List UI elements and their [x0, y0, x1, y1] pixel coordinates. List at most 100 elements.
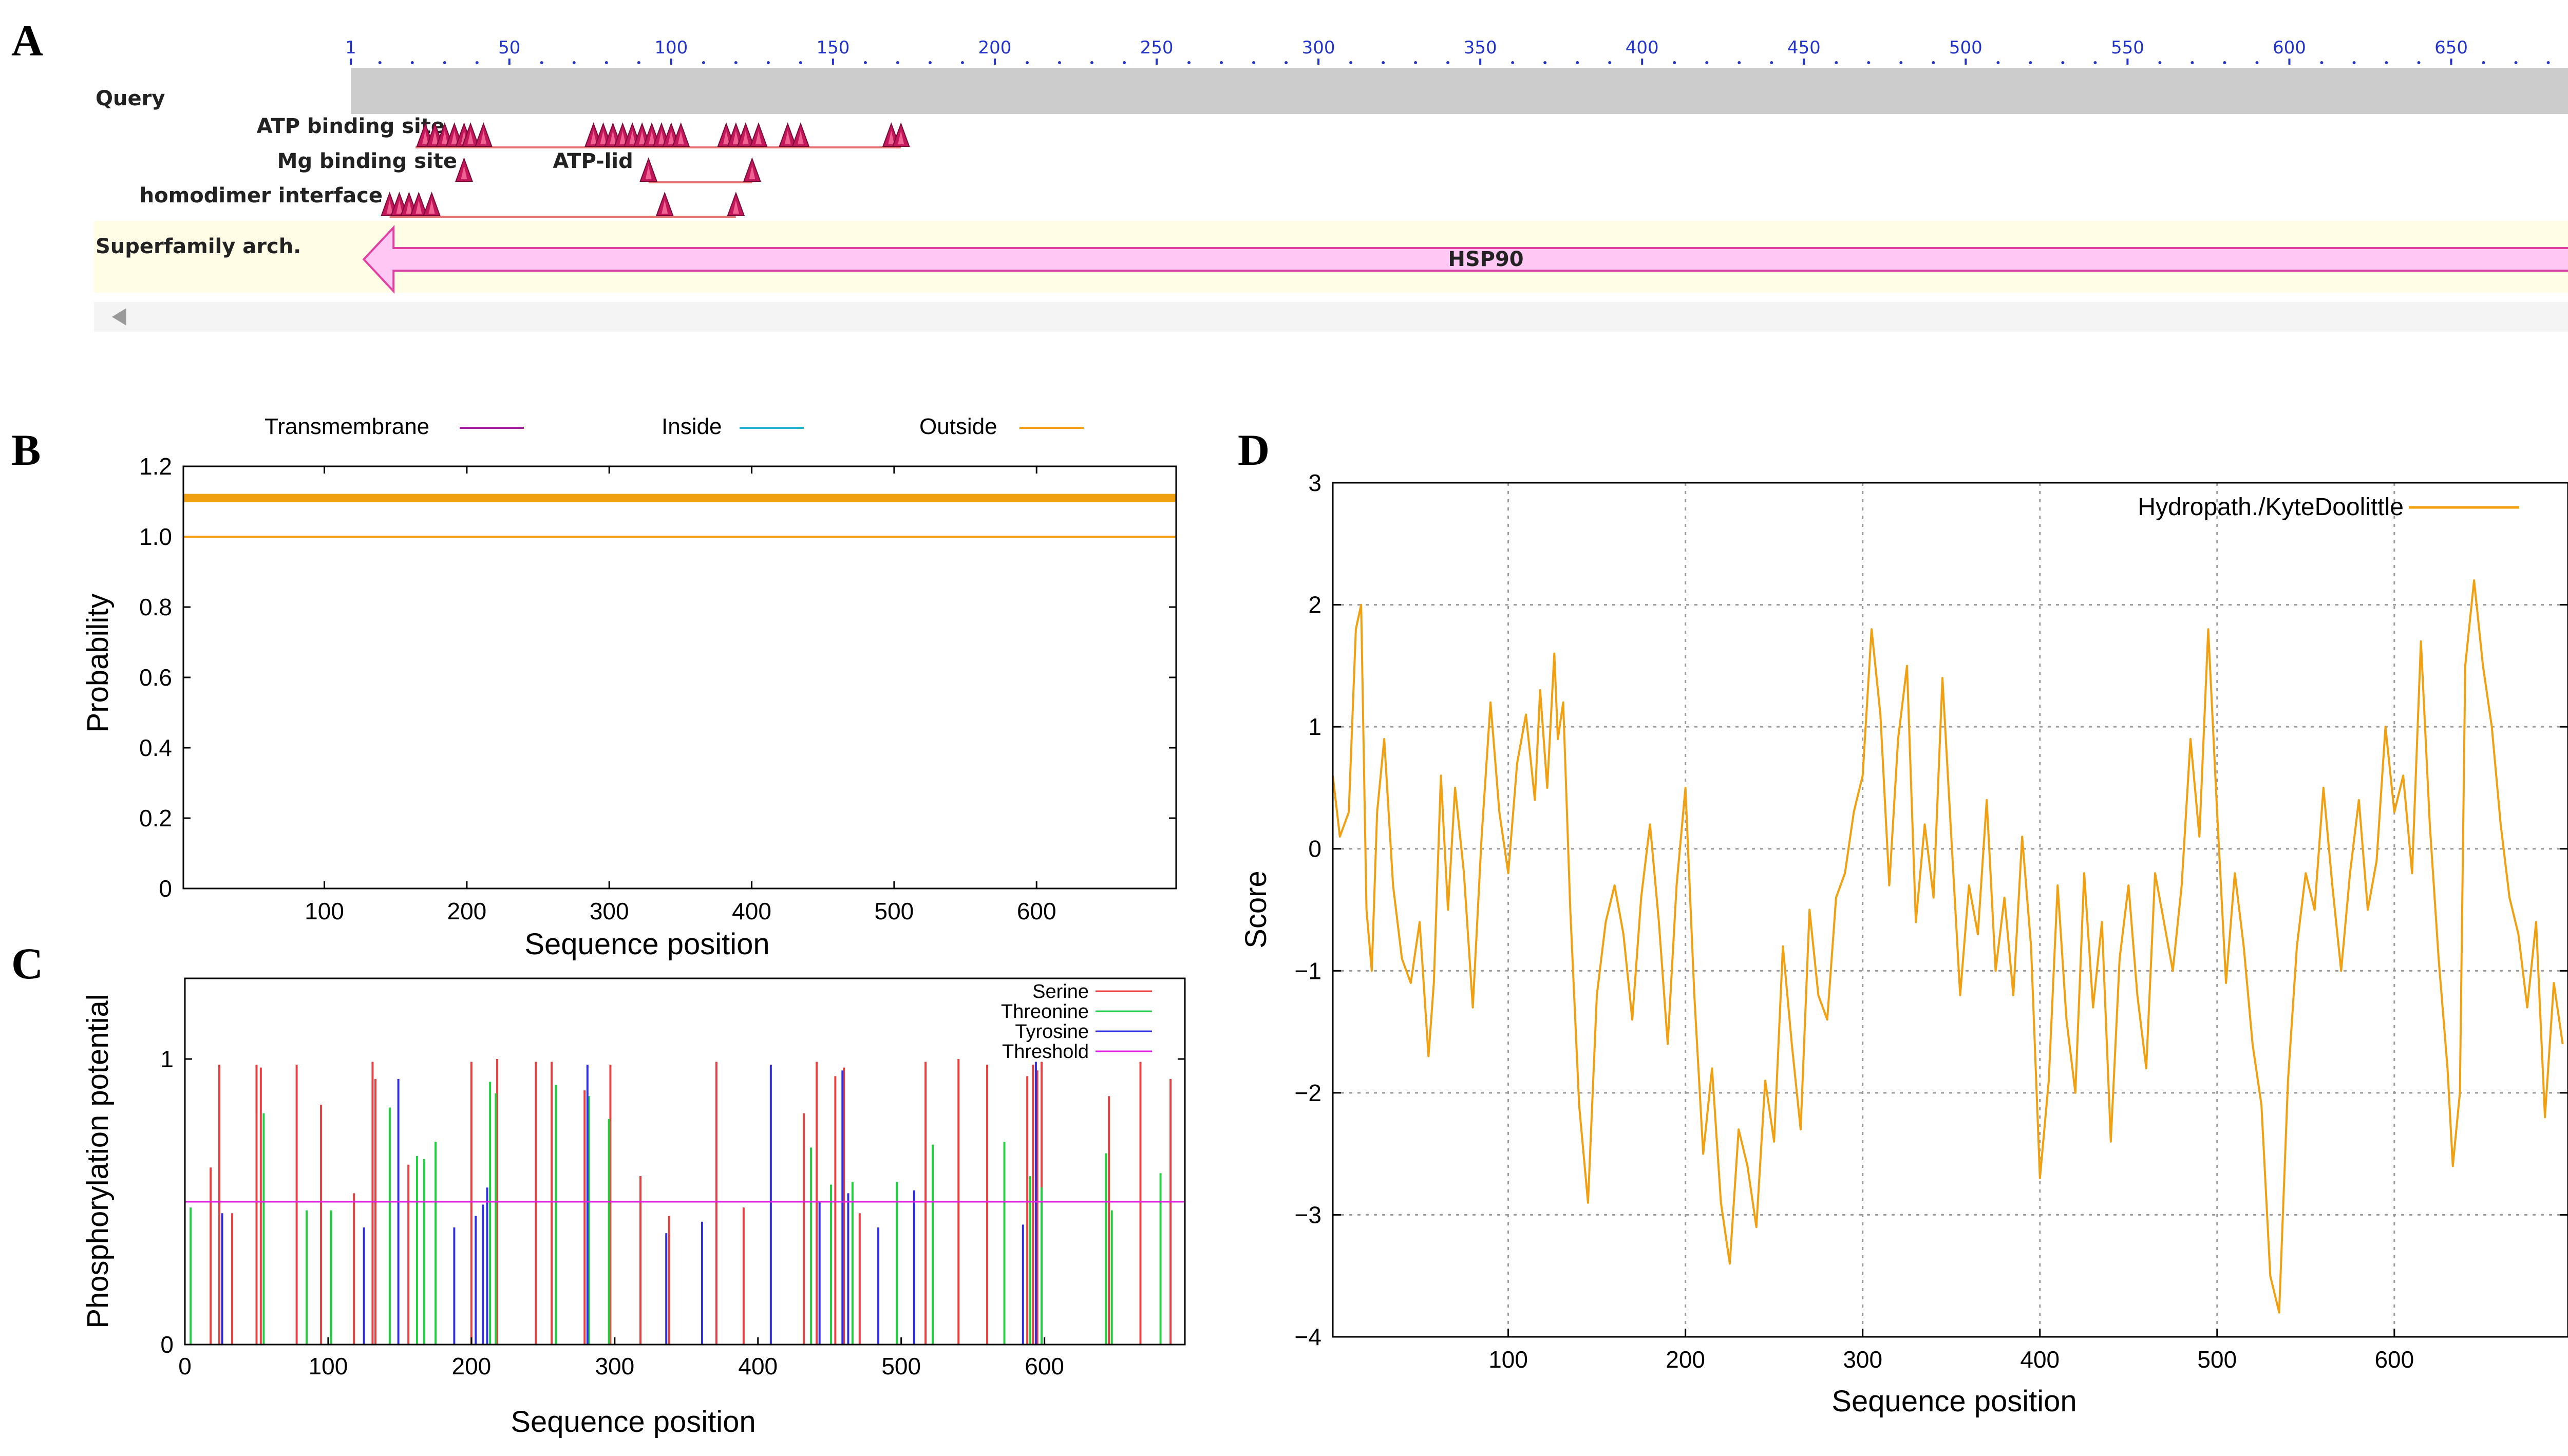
hydropathy-ytick-label: −3: [1295, 1201, 1321, 1228]
site-marker-highlight: [649, 131, 655, 144]
tmhmm-ticks: 100 200 300 400 500 600 0 0.2 0.4 0.6 0.8 1.0 1.2: [139, 453, 1176, 924]
site-marker-highlight: [386, 200, 393, 214]
ruler-minor-dot: [2223, 61, 2226, 64]
position-ruler: 1501001502002503003504004505005506006506…: [345, 37, 2550, 65]
ruler-minor-dot: [960, 61, 964, 64]
hsp90-arrow-shape[interactable]: [362, 224, 2568, 294]
scroll-left-icon[interactable]: [112, 308, 126, 326]
ruler-tick-label: 150: [816, 37, 849, 58]
hydropathy-xlabel: Sequence position: [1831, 1385, 2076, 1418]
horizontal-scrollbar[interactable]: [94, 302, 2568, 332]
track-label: ATP binding site: [257, 115, 445, 138]
ruler-minor-dot: [1025, 61, 1029, 64]
site-marker-highlight: [749, 166, 756, 179]
ruler-tick-label: 250: [1140, 37, 1174, 58]
panel-letter-a: A: [11, 16, 43, 65]
site-marker-highlight: [610, 131, 616, 144]
feature-site-marker[interactable]: [727, 192, 745, 216]
ruler-tick-label: 500: [1949, 37, 1982, 58]
feature-site-marker[interactable]: [423, 192, 441, 216]
ruler-minor-dot: [572, 61, 576, 64]
tmhmm-ytick-label: 0.6: [139, 664, 172, 691]
ruler-minor-dot: [1867, 61, 1871, 64]
ruler-minor-dot: [2514, 61, 2518, 64]
tmhmm-series: [183, 494, 1176, 890]
hsp90-domain-arrow[interactable]: [362, 224, 2568, 294]
ruler-tick-label: 350: [1464, 37, 1497, 58]
feature-site-marker[interactable]: [455, 157, 473, 182]
phospho-bars: [185, 1059, 1185, 1345]
phospho-ticks: 0 100 200 300 400 500 600 0 1: [160, 1046, 1185, 1379]
ruler-minor-dot: [799, 61, 802, 64]
tmhmm-xtick-label: 300: [590, 898, 629, 924]
ruler-minor-dot: [1673, 61, 1676, 64]
feature-site-marker[interactable]: [892, 122, 910, 147]
ruler-minor-dot: [863, 61, 867, 64]
track-label: homodimer interface: [140, 184, 383, 207]
ruler-tick-label: 600: [2273, 37, 2306, 58]
ruler-minor-dot: [605, 61, 608, 64]
site-marker-highlight: [723, 131, 729, 144]
hydropathy-ylabel: Score: [1239, 871, 1273, 949]
feature-site-marker[interactable]: [749, 122, 768, 147]
legend-hydropathy-label: Hydropath./KyteDoolittle: [2138, 494, 2404, 521]
ruler-minor-dot: [410, 61, 414, 64]
hydropathy-ytick-label: −4: [1295, 1323, 1321, 1350]
ruler-minor-dot: [1576, 61, 1579, 64]
hydropathy-plot-frame: [1332, 482, 2568, 1338]
ruler-minor-dot: [2352, 61, 2356, 64]
feature-site-marker[interactable]: [791, 122, 810, 147]
ruler-tick-label: 450: [1787, 37, 1821, 58]
tmhmm-ytick-label: 0.2: [139, 805, 172, 831]
hydropathy-series: [1332, 579, 2564, 1314]
hydropathy-ytick-label: 3: [1308, 469, 1321, 496]
feature-site-marker[interactable]: [639, 157, 658, 182]
legend-transmembrane-label: Transmembrane: [265, 414, 429, 439]
feature-site-marker[interactable]: [655, 192, 674, 216]
ruler-minor-dot: [1382, 61, 1385, 64]
tmhmm-xlabel: Sequence position: [524, 928, 769, 961]
ruler-minor-dot: [1738, 61, 1741, 64]
tmhmm-xtick-label: 600: [1017, 898, 1056, 924]
ruler-minor-dot: [2191, 61, 2194, 64]
ruler-minor-dot: [1996, 61, 2000, 64]
ruler-tick-label: 300: [1302, 37, 1335, 58]
tmhmm-ytick-label: 1.0: [139, 523, 172, 550]
panel-c: C 0 100 200 300 400 500 600 0 1 Serine Threonine…: [11, 939, 1186, 1439]
ruler-tick-label: 50: [498, 37, 520, 58]
site-marker-highlight: [668, 131, 674, 144]
tmhmm-xtick-label: 200: [447, 898, 487, 924]
ruler-minor-dot: [1899, 61, 1903, 64]
phospho-xtick-label: 100: [309, 1353, 348, 1379]
feature-site-marker[interactable]: [743, 157, 761, 182]
ruler-minor-dot: [2093, 61, 2097, 64]
hydropathy-xtick-label: 400: [2020, 1346, 2060, 1373]
ruler-minor-dot: [1543, 61, 1547, 64]
site-marker-highlight: [645, 166, 652, 179]
feature-site-marker[interactable]: [737, 122, 755, 147]
ruler-minor-dot: [2546, 61, 2550, 64]
phospho-xlabel: Sequence position: [511, 1405, 756, 1439]
feature-site-marker[interactable]: [474, 122, 493, 147]
legend-tyrosine-label: Tyrosine: [1015, 1021, 1089, 1043]
site-marker-highlight: [784, 131, 791, 144]
feature-site-marker[interactable]: [672, 122, 690, 147]
phospho-xtick-label: 0: [178, 1353, 192, 1379]
hydropathy-line: [1332, 579, 2564, 1314]
site-marker-highlight: [888, 131, 895, 144]
tmhmm-ylabel: Probability: [81, 594, 115, 733]
tmhmm-ytick-label: 0.4: [139, 734, 172, 761]
feature-site-marker[interactable]: [779, 122, 797, 147]
legend-threshold-label: Threshold: [1002, 1041, 1089, 1063]
panel-b: B Transmembrane Inside Outside 100 200 300…: [11, 414, 1177, 961]
site-marker-highlight: [396, 200, 403, 214]
site-marker-highlight: [422, 131, 428, 144]
site-marker-highlight: [639, 131, 646, 144]
feature-site-marker[interactable]: [461, 122, 480, 147]
ruler-minor-dot: [637, 61, 640, 64]
feature-site-marker[interactable]: [409, 192, 428, 216]
ruler-minor-dot: [2158, 61, 2162, 64]
ruler-minor-dot: [2482, 61, 2485, 64]
tmhmm-xtick-label: 400: [732, 898, 771, 924]
ruler-minor-dot: [443, 61, 446, 64]
